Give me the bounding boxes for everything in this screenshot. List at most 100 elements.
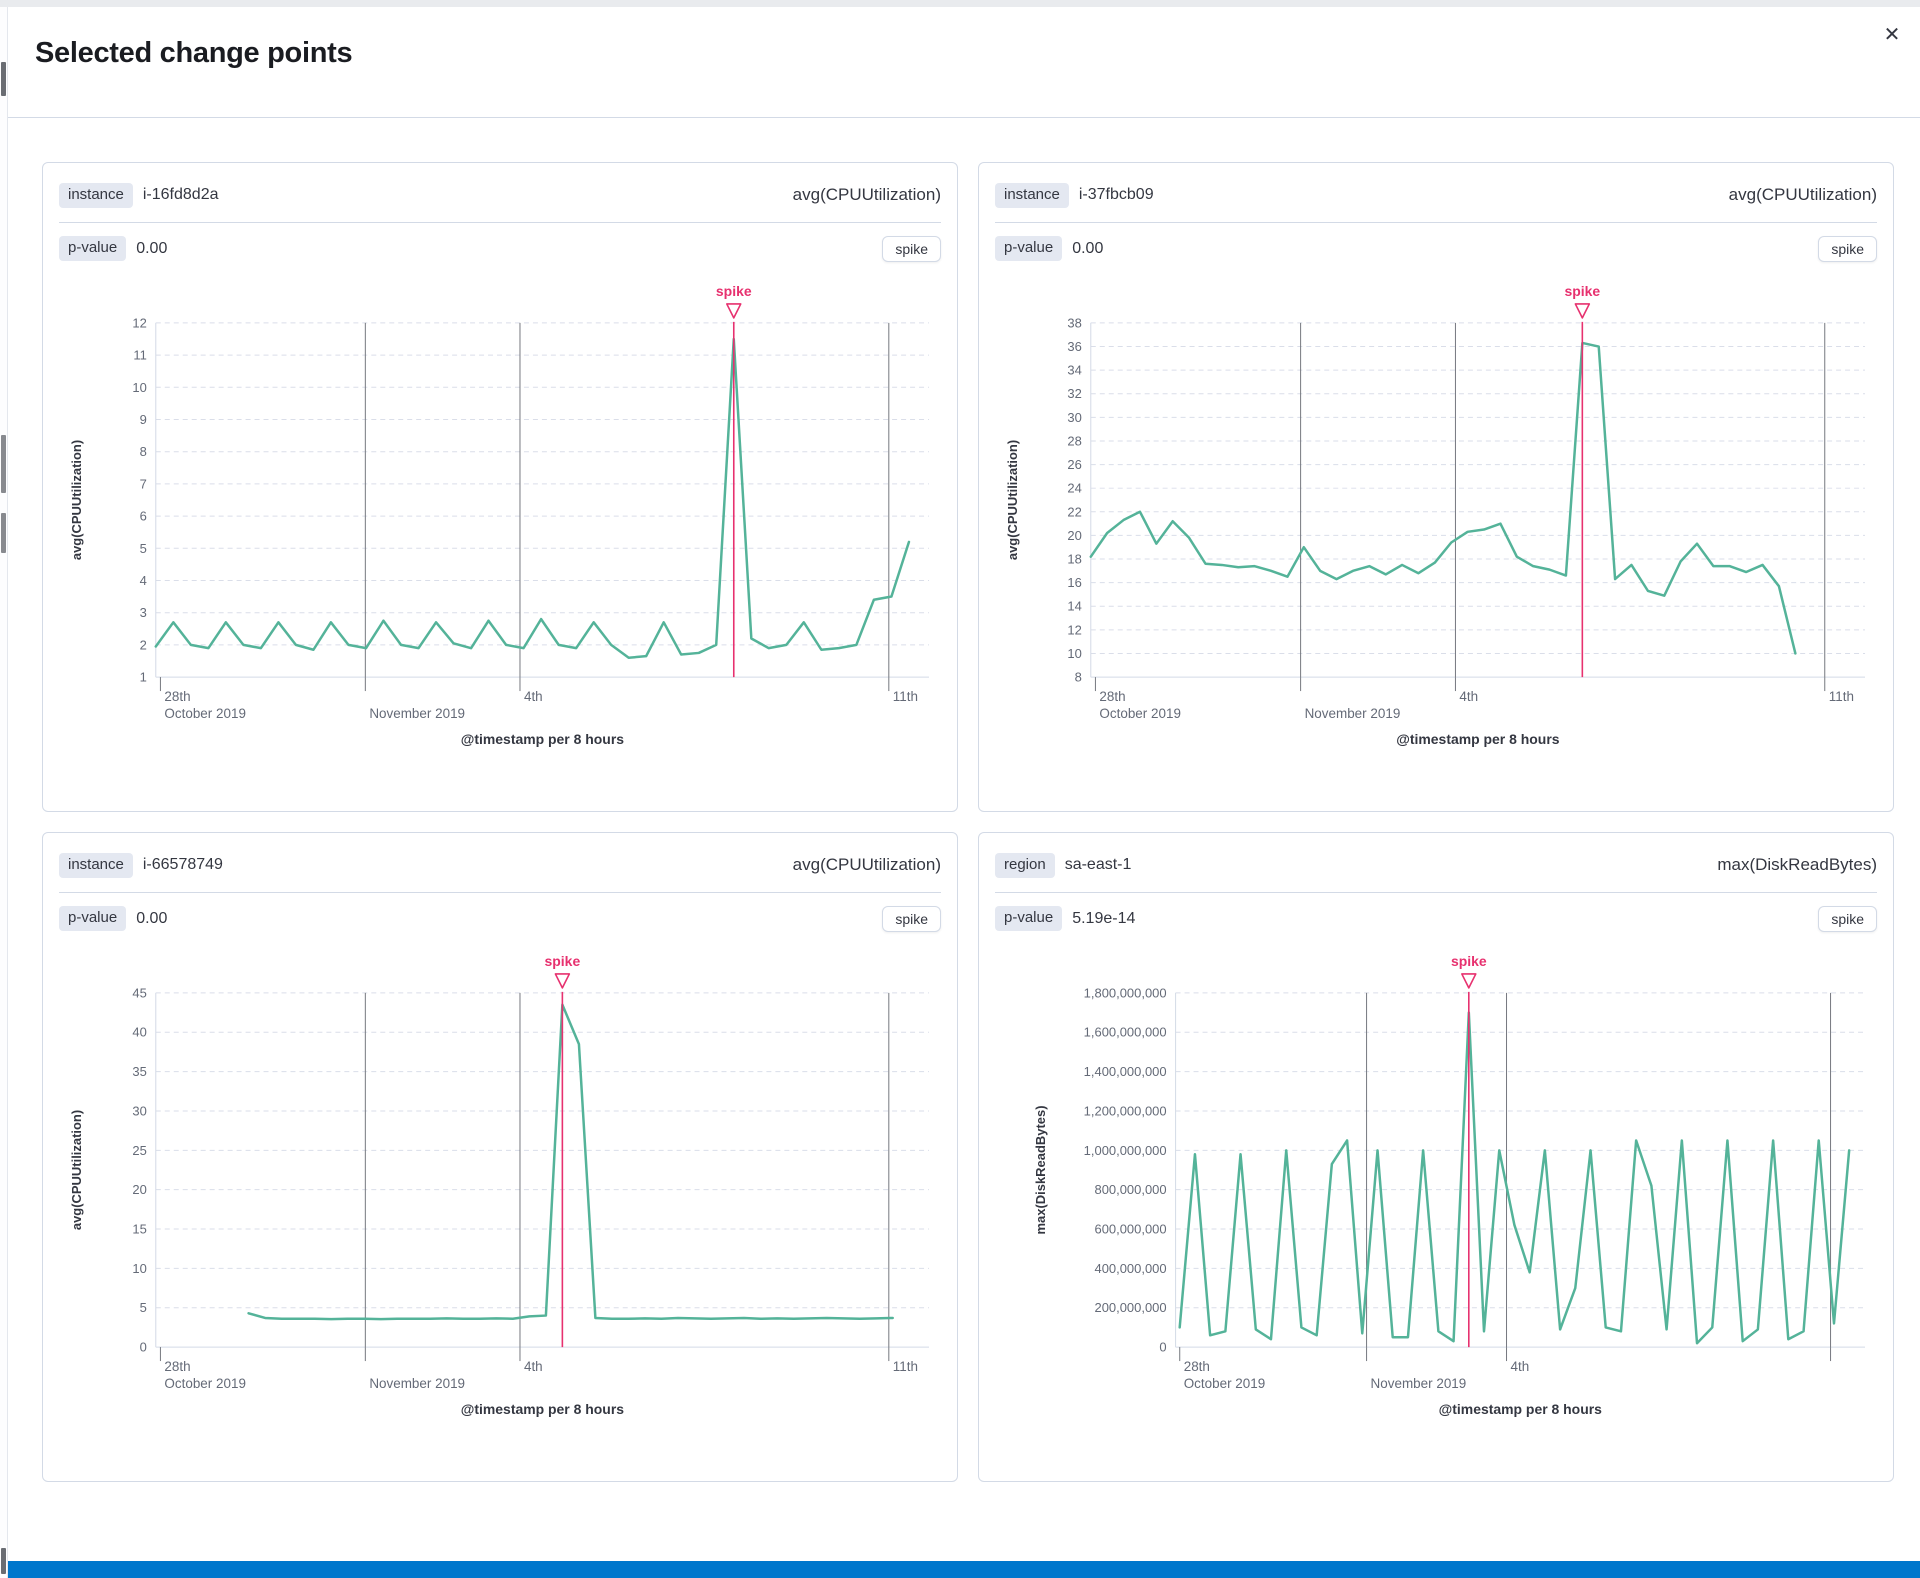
chart-svg: 0 200,000,000 400,000,000 600,000,000 800,00…: [1033, 953, 1866, 1417]
page-behind-fragment: [1, 435, 6, 493]
metric-label: avg(CPUUtilization): [792, 185, 941, 205]
svg-text:@timestamp per 8 hours: @timestamp per 8 hours: [1439, 1401, 1602, 1417]
page-title: Selected change points: [35, 37, 353, 69]
close-icon[interactable]: ✕: [1878, 21, 1906, 49]
svg-text:5: 5: [140, 1300, 147, 1315]
svg-text:20: 20: [132, 1182, 146, 1197]
svg-text:1,400,000,000: 1,400,000,000: [1084, 1064, 1167, 1079]
spike-marker-icon: [554, 972, 571, 989]
change-type-badge[interactable]: spike: [882, 235, 941, 262]
change-point-panel: instance i-37fbcb09 avg(CPUUtilization) …: [978, 162, 1894, 812]
svg-text:November 2019: November 2019: [369, 1376, 465, 1391]
p-value: 0.00: [136, 909, 168, 927]
svg-text:28: 28: [1067, 433, 1081, 448]
metric-label: avg(CPUUtilization): [1728, 185, 1877, 205]
svg-text:max(DiskReadBytes): max(DiskReadBytes): [1033, 1105, 1048, 1234]
svg-text:600,000,000: 600,000,000: [1094, 1221, 1166, 1236]
svg-text:34: 34: [1067, 362, 1081, 377]
svg-text:4th: 4th: [1459, 689, 1478, 704]
svg-text:October 2019: October 2019: [1184, 1376, 1266, 1391]
svg-text:@timestamp per 8 hours: @timestamp per 8 hours: [1396, 731, 1559, 747]
p-value-badge: p-value: [59, 906, 127, 932]
p-value-badge: p-value: [59, 236, 127, 262]
change-type-badge[interactable]: spike: [1818, 905, 1877, 932]
svg-text:1,000,000,000: 1,000,000,000: [1084, 1143, 1167, 1158]
svg-text:12: 12: [132, 315, 146, 330]
page-behind-bottom-bar: [8, 1561, 1920, 1578]
panel-subheader: p-value 5.19e-14 spike: [995, 893, 1877, 938]
svg-text:1,800,000,000: 1,800,000,000: [1084, 985, 1167, 1000]
svg-text:spike: spike: [716, 283, 752, 299]
svg-text:16: 16: [1067, 575, 1081, 590]
svg-text:14: 14: [1067, 598, 1081, 613]
svg-text:1,200,000,000: 1,200,000,000: [1084, 1103, 1167, 1118]
svg-text:November 2019: November 2019: [1371, 1376, 1467, 1391]
field-name-badge: instance: [59, 183, 133, 208]
svg-text:30: 30: [132, 1103, 146, 1118]
svg-text:2: 2: [140, 637, 147, 652]
change-point-chart: 0 200,000,000 400,000,000 600,000,000 800,00…: [995, 948, 1877, 1427]
svg-text:spike: spike: [1451, 953, 1487, 969]
change-point-panel: region sa-east-1 max(DiskReadBytes) p-va…: [978, 832, 1894, 1482]
svg-text:25: 25: [132, 1143, 146, 1158]
metric-label: max(DiskReadBytes): [1717, 855, 1877, 875]
svg-text:spike: spike: [1564, 283, 1600, 299]
svg-text:400,000,000: 400,000,000: [1094, 1261, 1166, 1276]
change-points-modal: Selected change points ✕ instance i-16fd…: [8, 7, 1920, 1561]
page-behind-fragment: [1, 513, 6, 553]
svg-text:4th: 4th: [524, 1359, 543, 1374]
chart-svg: 8 10 12 14 16 18 20 22 24 26 28 30 32 34 36 38 28th Octob…: [1005, 283, 1866, 747]
svg-text:November 2019: November 2019: [369, 706, 465, 721]
svg-text:15: 15: [132, 1221, 146, 1236]
svg-text:October 2019: October 2019: [164, 1376, 246, 1391]
svg-text:20: 20: [1067, 528, 1081, 543]
svg-text:8: 8: [1075, 669, 1082, 684]
metric-label: avg(CPUUtilization): [792, 855, 941, 875]
svg-text:10: 10: [132, 380, 146, 395]
svg-text:@timestamp per 8 hours: @timestamp per 8 hours: [461, 731, 624, 747]
p-value: 0.00: [136, 239, 168, 257]
spike-marker-icon: [1461, 972, 1477, 989]
chart-svg: 0 5 10 15 20 25 30 35 40 45 28th October 2019 Novemb…: [69, 953, 930, 1417]
page-behind-fragment: [1, 62, 6, 96]
svg-text:November 2019: November 2019: [1305, 706, 1401, 721]
svg-text:1: 1: [140, 669, 147, 684]
svg-text:10: 10: [1067, 646, 1081, 661]
field-name-badge: instance: [995, 183, 1069, 208]
svg-text:11th: 11th: [1829, 689, 1854, 704]
change-point-panel: instance i-66578749 avg(CPUUtilization) …: [42, 832, 958, 1482]
change-point-chart: 0 5 10 15 20 25 30 35 40 45 28th October 2019 Novemb…: [59, 948, 941, 1427]
field-value: i-16fd8d2a: [142, 186, 219, 204]
svg-text:18: 18: [1067, 551, 1081, 566]
change-type-badge[interactable]: spike: [882, 905, 941, 932]
svg-text:28th: 28th: [1099, 689, 1125, 704]
svg-text:avg(CPUUtilization): avg(CPUUtilization): [69, 440, 84, 560]
p-value: 5.19e-14: [1072, 909, 1136, 927]
panel-header: region sa-east-1 max(DiskReadBytes): [995, 847, 1877, 893]
change-point-panel: instance i-16fd8d2a avg(CPUUtilization) …: [42, 162, 958, 812]
svg-text:800,000,000: 800,000,000: [1094, 1182, 1166, 1197]
page-behind-top-edge: [0, 0, 1920, 7]
svg-text:4th: 4th: [524, 689, 543, 704]
modal-header: Selected change points ✕: [8, 7, 1920, 118]
p-value-badge: p-value: [995, 906, 1063, 932]
p-value-badge: p-value: [995, 236, 1063, 262]
svg-text:@timestamp per 8 hours: @timestamp per 8 hours: [461, 1401, 624, 1417]
svg-text:avg(CPUUtilization): avg(CPUUtilization): [1005, 440, 1020, 560]
svg-text:45: 45: [132, 985, 146, 1000]
svg-text:35: 35: [132, 1064, 146, 1079]
svg-text:11th: 11th: [893, 689, 918, 704]
svg-text:October 2019: October 2019: [164, 706, 246, 721]
change-type-badge[interactable]: spike: [1818, 235, 1877, 262]
change-point-chart: 1 2 3 4 5 6 7 8 9 10 11 12 28th October 2019 November …: [59, 278, 941, 757]
field-value: sa-east-1: [1064, 856, 1132, 874]
svg-text:0: 0: [1159, 1339, 1166, 1354]
svg-text:4th: 4th: [1511, 1359, 1530, 1374]
field-value: i-37fbcb09: [1078, 186, 1154, 204]
spike-marker-icon: [1574, 302, 1591, 319]
svg-text:28th: 28th: [164, 1359, 190, 1374]
svg-text:8: 8: [140, 444, 147, 459]
svg-text:October 2019: October 2019: [1099, 706, 1181, 721]
svg-text:28th: 28th: [1184, 1359, 1210, 1374]
